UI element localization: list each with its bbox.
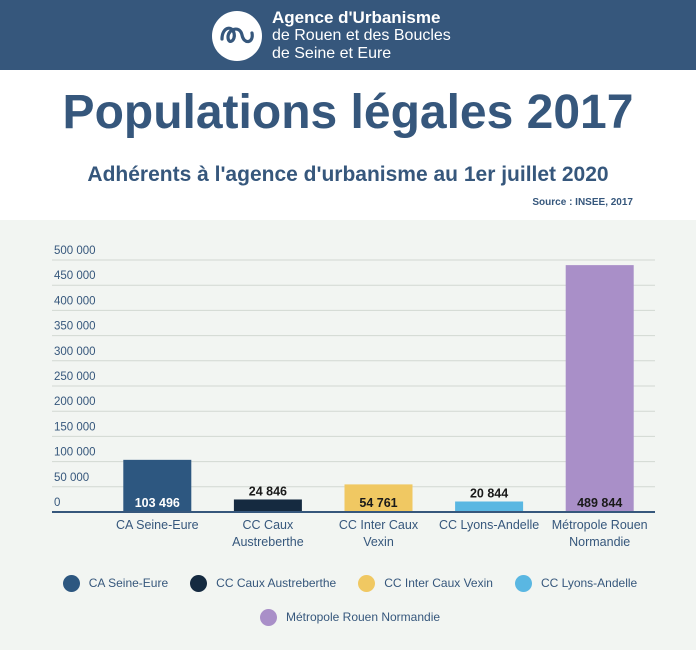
header-banner: Agence d'Urbanisme de Rouen et des Boucl… — [0, 0, 696, 70]
y-tick-label: 450 000 — [54, 270, 96, 282]
y-tick-label: 500 000 — [54, 245, 96, 257]
legend-row: Métropole Rouen Normandie — [40, 600, 660, 634]
agency-logo-icon — [212, 11, 262, 61]
page-subtitle: Adhérents à l'agence d'urbanisme au 1er … — [87, 163, 609, 186]
data-label: 54 761 — [359, 496, 397, 510]
y-tick-label: 400 000 — [54, 295, 96, 307]
legend-label: Métropole Rouen Normandie — [285, 610, 441, 624]
bar — [123, 459, 192, 512]
y-tick-label: 150 000 — [54, 421, 96, 433]
bar — [455, 501, 524, 512]
x-tick-label: Normandie — [569, 535, 630, 549]
x-tick-label: CC Inter Caux — [339, 518, 419, 532]
legend-swatch-icon — [62, 574, 80, 592]
legend-swatch-icon — [358, 574, 376, 592]
legend-item: CC Caux Austreberthe — [190, 574, 337, 592]
data-label: 20 844 — [470, 486, 508, 500]
legend-swatch-icon — [514, 574, 532, 592]
page-title: Populations légales 2017 — [62, 86, 634, 139]
legend-label: CC Caux Austreberthe — [216, 576, 337, 590]
legend-swatch-icon — [259, 608, 277, 626]
y-tick-label: 200 000 — [54, 396, 96, 408]
y-tick-label: 250 000 — [54, 371, 96, 383]
x-tick-label: CC Lyons-Andelle — [439, 518, 539, 532]
legend-label: CC Lyons-Andelle — [540, 576, 638, 590]
data-label: 103 496 — [135, 496, 180, 510]
data-label: 489 844 — [577, 496, 622, 510]
title-section — [0, 70, 696, 220]
y-tick-label: 100 000 — [54, 447, 96, 459]
y-tick-label: 50 000 — [54, 472, 89, 484]
organization-name: Agence d'Urbanisme de Rouen et des Boucl… — [272, 9, 451, 63]
y-tick-label: 0 — [54, 497, 60, 509]
x-tick-label: Vexin — [363, 535, 394, 549]
y-tick-label: 300 000 — [54, 346, 96, 358]
x-tick-label: Austreberthe — [232, 535, 304, 549]
source-note: Source : INSEE, 2017 — [532, 197, 633, 208]
bar-chart: 0 50 000 100 000 150 000 200 000 250 000 300 0… — [52, 245, 655, 549]
legend-item: CC Lyons-Andelle — [514, 574, 638, 592]
legend-item: CA Seine-Eure — [62, 574, 169, 592]
legend-label: CA Seine-Eure — [88, 576, 169, 590]
bar — [565, 265, 634, 512]
org-name-line-2: de Rouen et des Boucles — [272, 27, 451, 44]
legend-row: CA Seine-Eure CC Caux Austreberthe CC Inte… — [40, 566, 660, 600]
bar — [344, 484, 413, 512]
data-label: 24 846 — [249, 484, 287, 498]
org-name-line-1: Agence d'Urbanisme — [272, 8, 441, 27]
bar — [233, 499, 302, 512]
org-name-line-3: de Seine et Eure — [272, 45, 392, 62]
legend-swatch-icon — [190, 574, 208, 592]
legend-item: Métropole Rouen Normandie — [259, 608, 441, 626]
y-tick-label: 350 000 — [54, 321, 96, 333]
legend-label: CC Inter Caux Vexin — [384, 576, 493, 590]
x-tick-label: CC Caux — [243, 518, 294, 532]
legend-item: CC Inter Caux Vexin — [358, 574, 493, 592]
x-tick-label: CA Seine-Eure — [116, 518, 199, 532]
x-tick-label: Métropole Rouen — [552, 518, 648, 532]
chart-legend: CA Seine-Eure CC Caux Austreberthe CC Inte… — [40, 566, 660, 634]
